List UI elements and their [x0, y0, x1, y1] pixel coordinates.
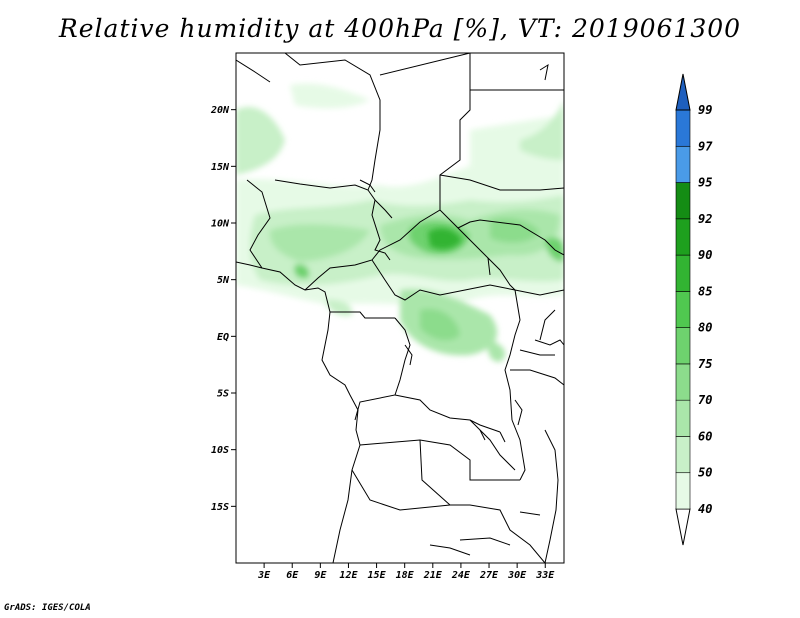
colorbar-level-label: 50 — [698, 466, 712, 480]
colorbar-upper-arrow — [675, 73, 691, 111]
colorbar-segment — [675, 218, 691, 256]
colorbar-level-label: 95 — [698, 176, 712, 190]
lat-tick-label: 5S — [217, 389, 229, 400]
colorbar-level-label: 90 — [698, 248, 712, 262]
colorbar-segment — [675, 472, 691, 510]
colorbar-level-label: 75 — [698, 357, 712, 371]
lat-tick-label: EQ — [217, 332, 229, 343]
colorbar-segment — [675, 363, 691, 401]
lon-tick-label: 24E — [451, 570, 471, 581]
lon-tick-label: 15E — [368, 570, 387, 581]
colorbar-level-label: 70 — [698, 393, 712, 407]
country-borders — [236, 53, 564, 563]
colorbar-level-label: 60 — [698, 429, 712, 443]
colorbar-level-label: 80 — [698, 321, 712, 335]
lon-tick-label: 6E — [286, 570, 299, 581]
lon-tick-label: 3E — [257, 570, 271, 581]
lon-tick-label: 21E — [423, 570, 443, 581]
lon-tick-label: 18E — [396, 570, 415, 581]
colorbar-segment — [675, 327, 691, 365]
credit-label: GrADS: IGES/COLA — [4, 603, 91, 613]
map-title: Relative humidity at 400hPa [%], VT: 201… — [58, 14, 742, 43]
humidity-field — [236, 83, 564, 362]
lon-tick-label: 9E — [314, 570, 327, 581]
lon-tick-label: 27E — [479, 570, 499, 581]
colorbar-segment — [675, 254, 691, 292]
lat-tick-label: 15S — [211, 502, 229, 513]
lat-tick-label: 15N — [211, 162, 230, 173]
colorbar-level-label: 85 — [698, 284, 712, 298]
lon-tick-label: 30E — [507, 570, 527, 581]
colorbar-level-label: 92 — [698, 212, 712, 226]
lat-tick-label: 10S — [211, 445, 229, 456]
longitude-axis: 3E 6E 9E 12E 15E 18E 21E 24E 27E 30E 33E — [257, 563, 555, 581]
colorbar-level-label: 99 — [698, 103, 712, 117]
colorbar: 40 50 60 70 75 80 85 90 92 95 97 99 — [675, 73, 713, 546]
lon-tick-label: 33E — [535, 570, 555, 581]
lat-tick-label: 20N — [210, 105, 230, 116]
colorbar-segment — [675, 399, 691, 437]
map-frame — [235, 52, 565, 564]
colorbar-segment — [675, 291, 691, 328]
colorbar-lower-arrow — [675, 508, 691, 546]
lat-tick-label: 10N — [211, 219, 230, 230]
colorbar-segment — [675, 436, 691, 474]
colorbar-level-label: 40 — [698, 502, 712, 516]
lat-tick-label: 5N — [217, 275, 230, 286]
latitude-axis: 20N 15N 10N 5N EQ 5S 10S 15S — [210, 105, 236, 513]
colorbar-segment — [675, 109, 691, 147]
colorbar-level-label: 97 — [698, 139, 713, 153]
colorbar-segment — [675, 182, 691, 220]
lon-tick-label: 12E — [339, 570, 358, 581]
colorbar-segment — [675, 145, 691, 183]
